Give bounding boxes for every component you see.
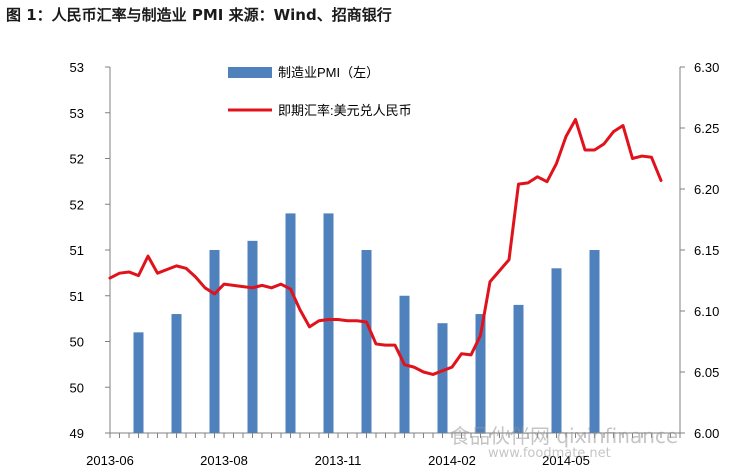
pmi-bar — [133, 332, 144, 433]
pmi-bar — [285, 213, 296, 433]
left-axis-tick-label: 51 — [70, 289, 84, 304]
left-axis-tick-label: 51 — [70, 243, 84, 258]
pmi-bar — [323, 213, 334, 433]
left-axis-tick-label: 52 — [70, 152, 84, 167]
pmi-bar — [437, 323, 448, 433]
right-axis-tick-label: 6.15 — [694, 243, 719, 258]
right-axis-tick-label: 6.25 — [694, 121, 719, 136]
right-axis-tick-label: 6.05 — [694, 365, 719, 380]
legend-bar-swatch — [228, 67, 272, 78]
right-axis-tick-label: 6.30 — [694, 60, 719, 75]
pmi-bar — [209, 250, 220, 433]
right-axis-tick-label: 6.20 — [694, 182, 719, 197]
left-axis-tick-label: 52 — [70, 197, 84, 212]
left-axis-tick-label: 53 — [70, 60, 84, 75]
pmi-bar — [247, 240, 258, 433]
legend-line-label: 即期汇率:美元兑人民币 — [278, 103, 412, 118]
x-axis-tick-label: 2014-05 — [542, 453, 590, 468]
left-axis-ticks: 49 50 50 51 51 52 52 53 53 — [70, 60, 110, 441]
x-axis-tick-label: 2013-08 — [200, 453, 248, 468]
x-axis-tick-label: 2014-02 — [428, 453, 476, 468]
x-axis-ticks: 2013-06 2013-08 2013-11 2014-02 2014-05 — [86, 433, 681, 468]
right-axis-tick-label: 6.00 — [694, 426, 719, 441]
right-axis-tick-label: 6.10 — [694, 304, 719, 319]
pmi-bar — [361, 250, 372, 433]
right-axis-ticks: 6.00 6.05 6.10 6.15 6.20 6.25 6.30 — [680, 60, 719, 441]
watermark: 食品伙伴网 qixinfinance — [450, 424, 679, 448]
pmi-bar — [551, 268, 562, 433]
left-axis-tick-label: 50 — [70, 380, 84, 395]
left-axis-tick-label: 53 — [70, 106, 84, 121]
pmi-bar — [171, 314, 182, 433]
pmi-bar — [513, 304, 524, 433]
left-axis-tick-label: 50 — [70, 335, 84, 350]
figure-title: 图 1：人民币汇率与制造业 PMI 来源：Wind、招商银行 — [6, 6, 392, 24]
pmi-bar — [475, 314, 486, 433]
left-axis-tick-label: 49 — [70, 426, 84, 441]
watermark-url: www.foodmate.net — [488, 446, 611, 461]
pmi-bar — [589, 250, 600, 433]
x-axis-tick-label: 2013-06 — [86, 453, 134, 468]
rate-line — [108, 117, 663, 376]
legend-bar-label: 制造业PMI（左） — [278, 65, 379, 80]
x-axis-tick-label: 2013-11 — [315, 453, 362, 468]
legend: 制造业PMI（左） 即期汇率:美元兑人民币 — [228, 65, 412, 118]
